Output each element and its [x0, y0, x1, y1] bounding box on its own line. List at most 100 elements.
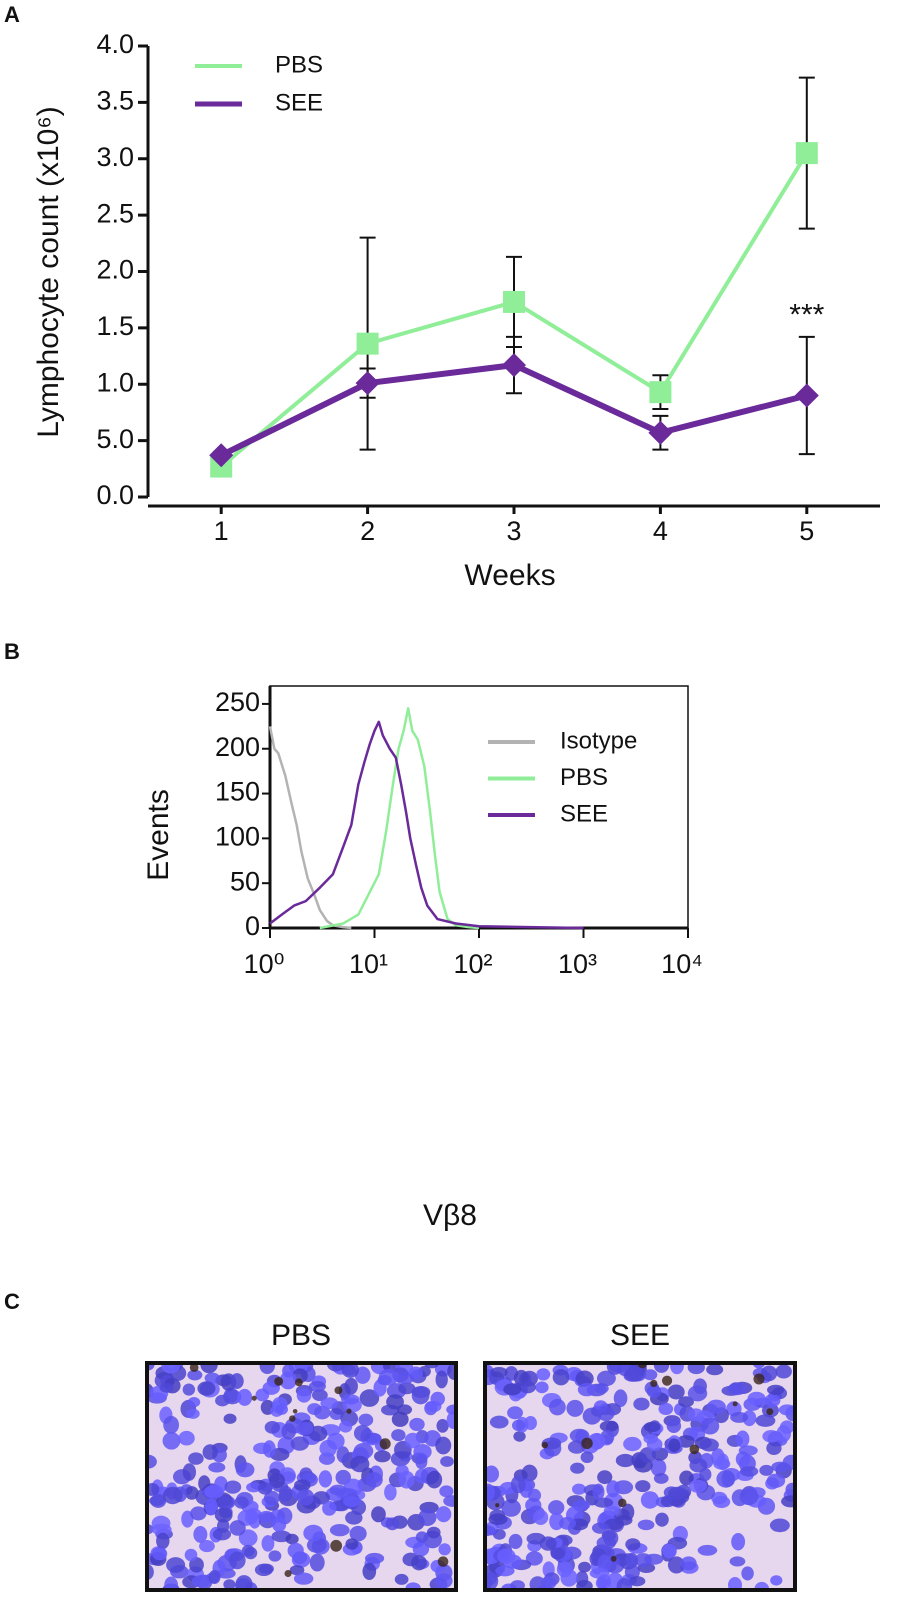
- cell: [489, 1415, 509, 1429]
- y-tick-label: 0: [245, 911, 260, 941]
- cell: [490, 1366, 508, 1378]
- cell: [312, 1491, 330, 1505]
- cell: [293, 1572, 314, 1585]
- cell: [188, 1452, 204, 1465]
- cell: [770, 1575, 783, 1586]
- cell: [229, 1520, 246, 1536]
- x-tick-label: 3: [506, 516, 521, 546]
- stain: [495, 1503, 500, 1508]
- x-tick-label: 10¹: [349, 949, 388, 979]
- cell: [589, 1567, 610, 1579]
- stain: [379, 1438, 391, 1450]
- cell: [166, 1557, 186, 1573]
- marker: [649, 381, 672, 404]
- cell: [759, 1464, 774, 1476]
- x-tick-label: 10⁴: [661, 949, 703, 979]
- cell: [162, 1431, 181, 1450]
- stain: [294, 1378, 303, 1387]
- legend-label: SEE: [275, 89, 323, 116]
- panel-label: A: [4, 2, 20, 27]
- cell: [552, 1369, 570, 1386]
- cell: [208, 1570, 221, 1584]
- cell: [386, 1394, 404, 1410]
- cell: [263, 1490, 280, 1506]
- cell: [229, 1551, 246, 1570]
- series-line: [269, 720, 584, 930]
- cell: [285, 1533, 299, 1545]
- cell: [603, 1529, 619, 1547]
- cell: [426, 1470, 443, 1489]
- cell: [204, 1484, 224, 1499]
- cell: [485, 1525, 497, 1536]
- cell: [254, 1563, 273, 1577]
- cell: [178, 1430, 195, 1446]
- cell: [535, 1381, 549, 1394]
- cell: [344, 1377, 358, 1395]
- cell: [766, 1441, 782, 1455]
- cell: [184, 1548, 198, 1562]
- panel-label: C: [4, 1289, 20, 1314]
- cell: [550, 1547, 565, 1560]
- cell: [308, 1380, 326, 1392]
- cell: [643, 1421, 661, 1433]
- cell: [599, 1420, 619, 1432]
- cell: [391, 1411, 409, 1427]
- cell: [191, 1575, 212, 1588]
- cell: [159, 1382, 174, 1393]
- y-tick-label: 200: [215, 732, 260, 762]
- cell: [435, 1573, 453, 1589]
- y-tick-label: 3.5: [96, 86, 134, 116]
- cell: [699, 1438, 719, 1452]
- cell: [365, 1472, 383, 1488]
- cell: [767, 1384, 785, 1396]
- cell: [289, 1565, 305, 1576]
- legend-label: PBS: [275, 51, 323, 78]
- cell: [359, 1389, 380, 1407]
- cell: [190, 1506, 207, 1521]
- cell: [507, 1406, 523, 1420]
- cell: [639, 1447, 657, 1464]
- cell: [205, 1498, 218, 1516]
- cell: [492, 1528, 506, 1540]
- cell: [275, 1403, 288, 1415]
- cell: [760, 1365, 778, 1382]
- cell: [151, 1523, 172, 1536]
- cell: [404, 1432, 421, 1449]
- cell: [412, 1541, 430, 1557]
- cell: [436, 1506, 452, 1523]
- cell: [597, 1405, 615, 1422]
- cell: [287, 1542, 304, 1559]
- cell: [336, 1446, 350, 1463]
- cell: [438, 1543, 451, 1556]
- cell: [567, 1440, 586, 1454]
- cell: [508, 1533, 523, 1549]
- cell: [435, 1370, 448, 1389]
- image-frame: [483, 1361, 797, 1592]
- cell: [501, 1499, 521, 1517]
- series-line: [319, 707, 480, 930]
- cell: [556, 1561, 573, 1578]
- cell: [264, 1421, 281, 1434]
- cell: [747, 1391, 766, 1406]
- cell: [730, 1411, 749, 1423]
- cell: [580, 1451, 594, 1464]
- cell: [741, 1566, 754, 1581]
- cell: [200, 1363, 218, 1374]
- stain: [618, 1498, 627, 1508]
- cell: [727, 1382, 747, 1396]
- cell: [217, 1495, 234, 1509]
- legend-label: SEE: [560, 800, 608, 827]
- cell: [261, 1535, 275, 1552]
- cell: [385, 1517, 400, 1531]
- stain: [251, 1395, 257, 1401]
- cell: [358, 1413, 374, 1427]
- cell: [646, 1437, 663, 1451]
- cell: [711, 1491, 728, 1505]
- cell: [409, 1417, 425, 1432]
- y-tick-label: 3.0: [96, 142, 134, 172]
- cell: [398, 1470, 415, 1489]
- cell: [224, 1480, 242, 1494]
- cell: [716, 1470, 736, 1488]
- cell: [411, 1555, 427, 1571]
